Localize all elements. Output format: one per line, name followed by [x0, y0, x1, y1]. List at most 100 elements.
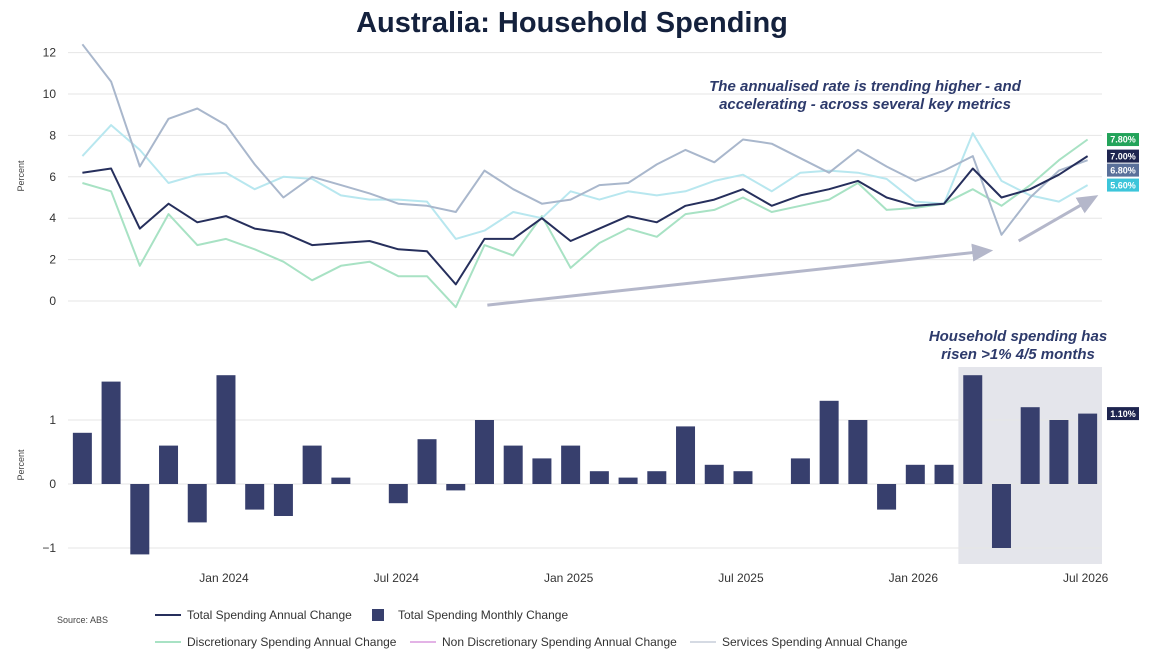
series-line-total — [82, 155, 1089, 286]
end-badge-discretionary: 7.80% — [1107, 133, 1139, 147]
legend-items: Total Spending Annual Change Total Spendi… — [155, 608, 908, 649]
monthly-bar — [532, 458, 552, 484]
legend-item-monthly: Total Spending Monthly Change — [372, 608, 568, 622]
x-tick-label: Jan 2025 — [544, 571, 594, 585]
legend-swatch — [372, 609, 384, 621]
end-badge-total: 7.00% — [1107, 149, 1139, 163]
monthly-bar — [819, 400, 839, 484]
monthly-bar — [905, 464, 925, 484]
monthly-bar — [72, 432, 92, 484]
monthly-bar — [474, 420, 494, 484]
monthly-bar — [1078, 413, 1098, 484]
monthly-bar — [101, 381, 121, 484]
monthly-bar — [733, 471, 753, 484]
monthly-bar — [676, 426, 696, 484]
trend-arrow — [1017, 195, 1099, 243]
end-badge-box — [1107, 149, 1139, 163]
monthly-bar — [589, 471, 609, 484]
end-badge-label: 6.80% — [1110, 165, 1136, 175]
top-y-tick-labels: 0 2 4 6 8 10 12 — [43, 46, 57, 308]
monthly-bar — [934, 464, 954, 484]
x-tick-label: Jan 2024 — [199, 571, 249, 585]
bottom-annotation-line2: risen >1% 4/5 months — [941, 346, 1095, 363]
monthly-bar — [647, 471, 667, 484]
monthly-bar — [187, 484, 207, 523]
bottom-annotation-line1: Household spending has — [929, 328, 1107, 345]
series-line-non-discretionary — [81, 124, 1089, 240]
trend-arrows — [487, 195, 1099, 307]
top-y-tick-label: 2 — [49, 253, 56, 267]
monthly-change-panel: −1 0 1 Percent Household spending has rise… — [16, 328, 1139, 585]
end-badge-services: 6.80% — [1107, 163, 1139, 177]
bottom-y-tick-label: 0 — [49, 477, 56, 491]
top-gridlines — [68, 52, 1102, 302]
legend-item-non-discretionary: Non Discretionary Spending Annual Change — [410, 635, 677, 649]
legend-item-discretionary: Discretionary Spending Annual Change — [155, 635, 397, 649]
trend-arrow — [487, 243, 994, 307]
monthly-bar — [618, 477, 638, 484]
top-y-axis-title: Percent — [16, 160, 26, 192]
monthly-bar — [1020, 407, 1040, 484]
x-tick-label: Jul 2024 — [374, 571, 420, 585]
monthly-bar — [216, 375, 236, 484]
monthly-bar — [388, 484, 408, 504]
monthly-bar — [790, 458, 810, 484]
monthly-bar — [245, 484, 265, 510]
end-badge-label: 7.80% — [1110, 135, 1136, 145]
end-badge-box — [1107, 163, 1139, 177]
monthly-change-bars — [72, 375, 1098, 555]
top-y-tick-label: 6 — [49, 170, 56, 184]
top-y-tick-label: 12 — [43, 46, 57, 60]
monthly-end-value-badge: 1.10% — [1107, 407, 1139, 421]
top-y-tick-label: 4 — [49, 211, 56, 225]
monthly-bar — [704, 464, 724, 484]
monthly-bar — [331, 477, 351, 484]
legend-label: Total Spending Monthly Change — [398, 608, 568, 622]
monthly-bar — [446, 484, 466, 491]
monthly-bar — [963, 375, 983, 484]
series-line-discretionary — [82, 138, 1089, 309]
legend-item-total: Total Spending Annual Change — [155, 608, 352, 622]
monthly-bar — [503, 445, 523, 484]
legend-label: Services Spending Annual Change — [722, 635, 908, 649]
top-y-tick-label: 8 — [49, 128, 56, 142]
monthly-bar — [1049, 420, 1069, 484]
monthly-bar — [302, 445, 322, 484]
monthly-bar — [159, 445, 179, 484]
monthly-bar — [561, 445, 581, 484]
monthly-bar — [417, 439, 437, 484]
x-tick-labels: Jan 2024 Jul 2024 Jan 2025 Jul 2025 Jan 2026… — [199, 571, 1108, 585]
annual-end-value-badges: 7.80% 7.00% 6.80% 5.60% — [1107, 133, 1139, 192]
end-badge-box — [1107, 133, 1139, 147]
legend-label: Discretionary Spending Annual Change — [187, 635, 397, 649]
top-y-tick-label: 10 — [43, 87, 57, 101]
bottom-gridlines — [68, 419, 1102, 549]
legend-label: Non Discretionary Spending Annual Change — [442, 635, 677, 649]
legend-item-services: Services Spending Annual Change — [690, 635, 908, 649]
chart-title: Australia: Household Spending — [356, 7, 788, 39]
monthly-bar — [877, 484, 897, 510]
bottom-y-tick-label: 1 — [49, 413, 56, 427]
annual-change-lines — [81, 43, 1089, 309]
end-badge-non-discretionary: 5.60% — [1107, 178, 1139, 192]
monthly-bar — [273, 484, 293, 516]
x-tick-label: Jul 2025 — [718, 571, 764, 585]
end-badge-monthly: 1.10% — [1107, 407, 1139, 421]
end-badge-box — [1107, 407, 1139, 421]
bottom-y-axis-title: Percent — [16, 449, 26, 481]
top-annotation-line1: The annualised rate is trending higher -… — [709, 78, 1022, 95]
x-tick-label: Jan 2026 — [889, 571, 939, 585]
top-annotation-line2: accelerating - across several key metric… — [719, 96, 1011, 113]
x-tick-label: Jul 2026 — [1063, 571, 1109, 585]
monthly-bar — [991, 484, 1011, 548]
end-badge-label: 1.10% — [1110, 409, 1136, 419]
bottom-y-tick-labels: −1 0 1 — [42, 413, 56, 555]
legend: Source: ABS Total Spending Annual Change… — [57, 608, 908, 649]
bottom-y-tick-label: −1 — [42, 541, 56, 555]
legend-label: Total Spending Annual Change — [187, 608, 352, 622]
monthly-bar — [848, 420, 868, 484]
end-badge-label: 7.00% — [1110, 151, 1136, 161]
end-badge-box — [1107, 178, 1139, 192]
top-y-tick-label: 0 — [49, 294, 56, 308]
